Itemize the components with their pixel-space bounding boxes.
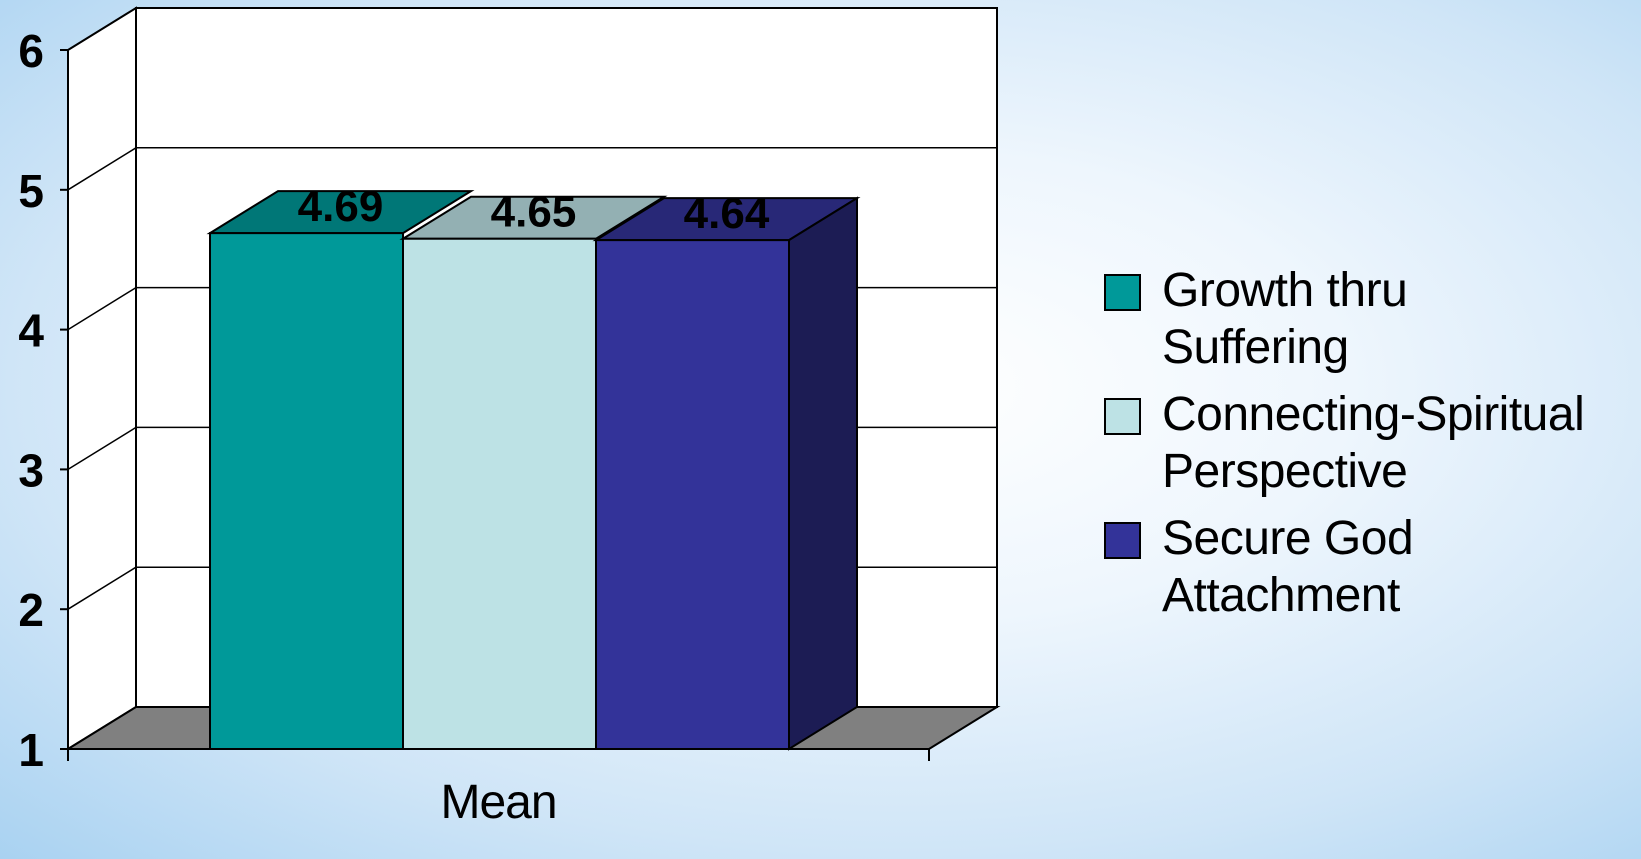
data-labels: 4.69 4.65 4.64 — [298, 182, 770, 238]
bars — [206, 190, 861, 751]
gridline-side — [67, 7, 137, 51]
legend-item: Growth thru Suffering — [1104, 262, 1634, 386]
gridline-side — [67, 426, 137, 471]
side-wall — [67, 6, 137, 751]
bar — [595, 239, 790, 751]
y-tick-label: 6 — [18, 25, 44, 77]
x-category-labels: Mean — [440, 776, 557, 829]
data-label: 4.69 — [298, 182, 384, 231]
x-category-label: Mean — [440, 776, 556, 829]
legend-item: Connecting-Spiritual Perspective — [1104, 386, 1634, 510]
legend: Growth thru Suffering Connecting-Spiritu… — [1104, 262, 1634, 634]
data-label: 4.65 — [491, 188, 577, 237]
legend-label: Secure God Attachment — [1162, 512, 1414, 622]
data-label: 4.64 — [684, 189, 770, 238]
y-tick-label: 3 — [18, 444, 44, 496]
gridline-side — [67, 286, 137, 331]
legend-swatch — [1104, 398, 1141, 435]
bar — [209, 232, 404, 750]
bar-side — [788, 196, 858, 751]
y-tick-label: 4 — [18, 305, 44, 357]
gridline-side — [67, 147, 137, 191]
gridline-side — [67, 566, 137, 610]
legend-swatch — [1104, 522, 1141, 559]
legend-label: Growth thru Suffering — [1162, 264, 1408, 374]
bar — [402, 237, 597, 750]
y-tick-label: 1 — [18, 724, 44, 776]
y-tick-label: 5 — [18, 165, 44, 217]
y-tick-label: 2 — [18, 584, 44, 636]
y-tick-labels: 1 2 3 4 5 6 — [18, 25, 44, 776]
legend-swatch — [1104, 274, 1141, 311]
legend-item: Secure God Attachment — [1104, 510, 1634, 634]
legend-label: Connecting-Spiritual Perspective — [1162, 388, 1585, 498]
